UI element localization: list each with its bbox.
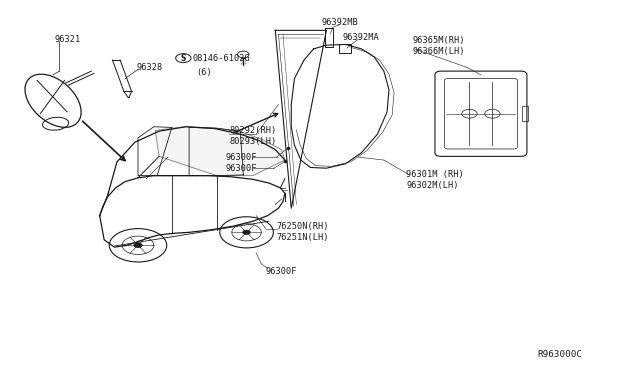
Polygon shape — [156, 127, 285, 176]
Text: 08146-6102G: 08146-6102G — [192, 54, 250, 62]
Text: 96366M(LH): 96366M(LH) — [413, 47, 465, 56]
Text: 96392MB: 96392MB — [321, 18, 358, 27]
Text: 96300F: 96300F — [225, 164, 257, 173]
Text: 96300F: 96300F — [225, 153, 257, 161]
Text: 96300F: 96300F — [266, 267, 297, 276]
Text: R963000C: R963000C — [537, 350, 582, 359]
Text: 96328: 96328 — [137, 63, 163, 72]
Circle shape — [134, 243, 142, 248]
Circle shape — [243, 230, 251, 235]
Text: 96302M(LH): 96302M(LH) — [406, 181, 459, 190]
Text: 80292(RH): 80292(RH) — [229, 126, 276, 135]
Text: 96321: 96321 — [55, 35, 81, 44]
Text: 80293(LH): 80293(LH) — [229, 137, 276, 146]
Text: 76251N(LH): 76251N(LH) — [276, 232, 329, 242]
Text: 96365M(RH): 96365M(RH) — [413, 36, 465, 45]
Text: 96301M (RH): 96301M (RH) — [406, 170, 464, 179]
Text: 96392MA: 96392MA — [342, 32, 379, 42]
Text: (6): (6) — [196, 68, 212, 77]
Text: 76250N(RH): 76250N(RH) — [276, 221, 329, 231]
Text: S: S — [180, 54, 186, 62]
